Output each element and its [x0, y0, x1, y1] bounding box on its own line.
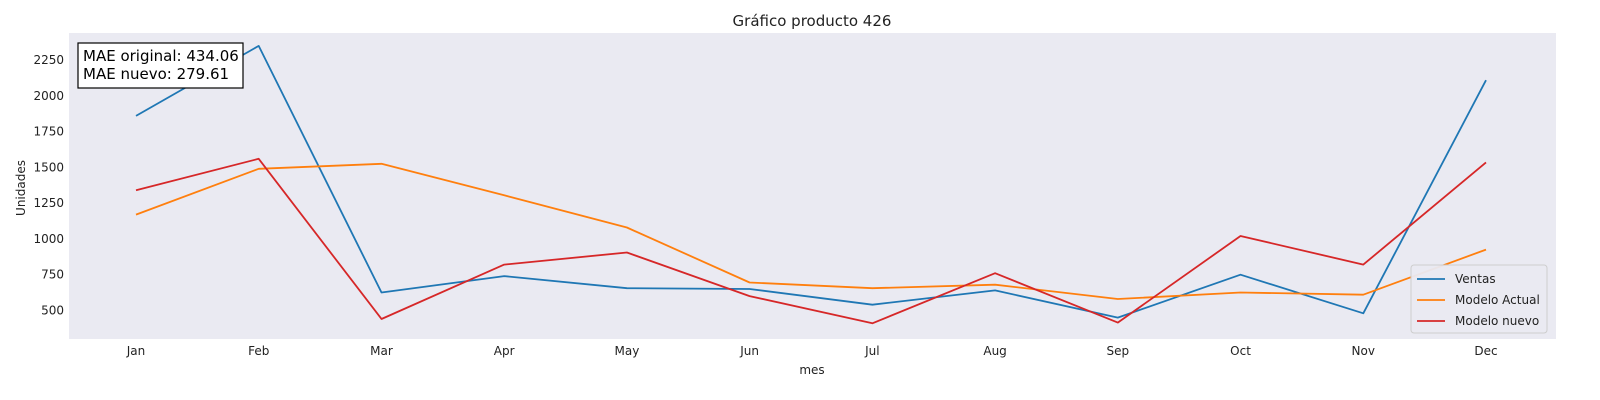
legend-label: Ventas	[1455, 272, 1496, 286]
legend-item: Ventas	[1417, 272, 1496, 286]
y-axis-label: Unidades	[14, 160, 28, 216]
plot-area	[69, 33, 1556, 339]
legend-item: Modelo nuevo	[1417, 314, 1539, 328]
x-tick-label: Dec	[1474, 344, 1497, 358]
x-tick-label: Aug	[983, 344, 1006, 358]
x-axis-label: mes	[799, 363, 824, 377]
mae-nuevo-text: MAE nuevo: 279.61	[83, 65, 229, 83]
y-tick-label: 1000	[33, 232, 64, 246]
y-tick-labels: 500 750 1000 1250 1500 1750 2000 2250	[33, 53, 64, 317]
series-line-modelo-actual	[135, 162, 1487, 300]
y-tick-label: 1500	[33, 160, 64, 174]
y-tick-label: 750	[41, 268, 64, 282]
mae-annotation: MAE original: 434.06 MAE nuevo: 279.61	[77, 42, 244, 89]
x-tick-label: Oct	[1230, 344, 1251, 358]
x-tick-label: Sep	[1107, 344, 1130, 358]
y-tick-label: 1750	[33, 125, 64, 139]
x-tick-label: Jul	[864, 344, 879, 358]
legend-label: Modelo Actual	[1455, 293, 1540, 307]
x-tick-label: Jan	[126, 344, 146, 358]
x-tick-label: Mar	[370, 344, 393, 358]
chart-title: Gráfico producto 426	[733, 12, 892, 30]
mae-annotation-box	[77, 42, 244, 89]
y-tick-label: 500	[41, 303, 64, 317]
series-line-modelo-nuevo	[135, 157, 1487, 325]
x-tick-labels: Jan Feb Mar Apr May Jun Jul Aug Sep Oct Nov Dec	[126, 344, 1498, 358]
x-tick-label: May	[615, 344, 640, 358]
series-line-ventas	[135, 45, 1487, 319]
y-tick-label: 2250	[33, 53, 64, 67]
x-tick-label: Nov	[1352, 344, 1375, 358]
legend-label: Modelo nuevo	[1455, 314, 1539, 328]
y-tick-label: 2000	[33, 89, 64, 103]
y-tick-label: 1250	[33, 196, 64, 210]
legend-item: Modelo Actual	[1417, 293, 1540, 307]
legend: Ventas Modelo Actual Modelo nuevo	[1410, 264, 1548, 334]
x-tick-label: Apr	[494, 344, 515, 358]
x-tick-label: Feb	[248, 344, 269, 358]
x-tick-label: Jun	[739, 344, 759, 358]
series-lines	[135, 45, 1487, 325]
mae-original-text: MAE original: 434.06	[83, 47, 239, 65]
legend-box	[1410, 264, 1548, 334]
